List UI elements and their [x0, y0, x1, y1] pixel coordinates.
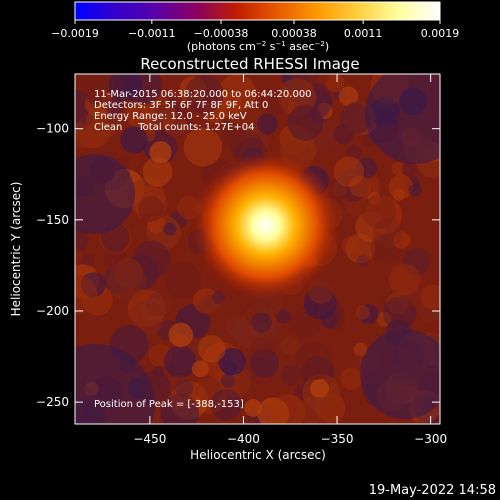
x-tick-label: −300	[414, 432, 447, 446]
colorbar-tick-label: 0.0019	[421, 27, 460, 40]
x-tick-label: −350	[321, 432, 354, 446]
y-axis-ticks: −100 −150 −200 −250	[36, 122, 440, 409]
colorbar-tick-label: −0.0019	[51, 27, 99, 40]
y-axis-label: Heliocentric Y (arcsec)	[9, 182, 23, 317]
colorbar-tick-label: 0.00038	[271, 27, 317, 40]
y-tick-label: −100	[36, 122, 69, 136]
timestamp: 19-May-2022 14:58	[369, 483, 496, 498]
colorbar	[74, 1, 441, 21]
info-time-range: 11-Mar-2015 06:38:20.000 to 06:44:20.000	[94, 89, 312, 100]
y-tick-label: −250	[36, 395, 69, 409]
x-tick-label: −450	[133, 432, 166, 446]
plot-frame	[74, 73, 441, 425]
colorbar-tick-label: 0.0011	[344, 27, 383, 40]
observation-info: 11-Mar-2015 06:38:20.000 to 06:44:20.000…	[94, 89, 312, 133]
chart-title: Reconstructed RHESSI Image	[140, 55, 359, 73]
peak-position-label: Position of Peak = [-388,-153]	[94, 399, 244, 410]
colorbar-tick-label: −0.00038	[194, 27, 249, 40]
info-total-counts: Clean Total counts: 1.27E+04	[94, 122, 254, 133]
source-peak	[191, 150, 341, 300]
x-axis-label: Heliocentric X (arcsec)	[190, 448, 326, 462]
colorbar-tick-label: −0.0011	[128, 27, 176, 40]
colorbar-unit-label: (photons cm−2 s−1 asec−2)	[187, 40, 329, 53]
info-energy-range: Energy Range: 12.0 - 25.0 keV	[94, 111, 247, 122]
x-tick-label: −400	[227, 432, 260, 446]
heatmap-image	[75, 74, 440, 424]
colorbar-ticks: −0.0019 −0.0011 −0.00038 0.00038 0.0011 0.001…	[51, 20, 459, 40]
y-tick-label: −200	[36, 304, 69, 318]
y-tick-label: −150	[36, 213, 69, 227]
info-detectors: Detectors: 3F 5F 6F 7F 8F 9F, Att 0	[94, 100, 268, 111]
x-axis-ticks: −450 −400 −350 −300	[133, 74, 447, 446]
